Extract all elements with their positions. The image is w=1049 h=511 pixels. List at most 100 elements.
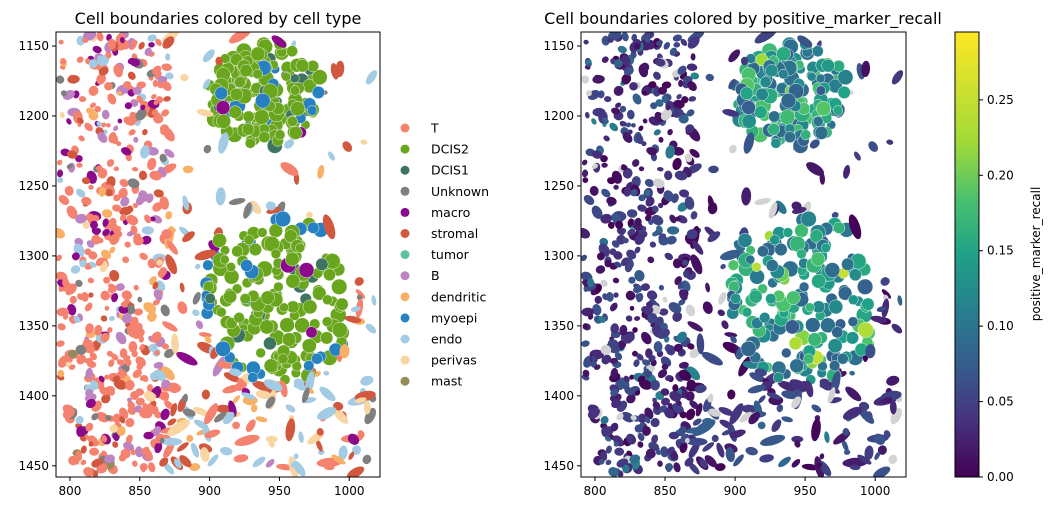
cell-macro [215,100,231,115]
x-tick-label: 900 [198,484,221,498]
cell-t [131,166,139,172]
cell-stromal [285,418,296,442]
cell-perivas [109,424,118,433]
cell-dcis2 [258,131,271,144]
cell-t [161,63,172,71]
cell-recall [643,305,654,314]
cell-recall [741,187,752,206]
x-tick-label: 950 [794,484,817,498]
cell-macro [75,155,83,163]
cell-dendritic [147,311,157,322]
cell-t [146,402,159,415]
cell-stromal [105,189,113,197]
cell-recall [728,78,737,90]
cell-endo [318,449,325,455]
colorbar-label: positive_marker_recall [1029,187,1043,322]
cell-t [101,434,108,443]
cell-recall [781,347,792,358]
cell-dcis2 [287,116,298,127]
colorbar-tick-label: 0.25 [987,93,1014,107]
cell-b [101,109,110,120]
cell-t [100,122,107,128]
cell-endo [140,145,150,159]
cell-recall [646,147,657,156]
cell-stromal [88,441,94,447]
cell-macro [91,228,100,235]
legend-marker [400,376,410,386]
cell-recall [678,79,684,87]
cell-b [75,213,87,224]
cell-perivas [265,435,278,443]
cell-recall [740,56,749,66]
cell-recall [759,76,772,88]
cell-endo [365,70,378,85]
cell-dcis2 [335,297,349,311]
cell-recall [660,388,670,396]
cell-stromal [76,117,84,124]
cell-t [204,429,221,439]
cell-recall [707,395,713,403]
cell-recall [645,37,651,44]
cell-recall [741,307,752,318]
cell-recall [604,436,612,442]
cell-recall [631,123,636,128]
cell-recall [814,126,829,140]
cell-stromal [100,315,108,322]
x-tick-label: 800 [584,484,607,498]
cell-t [78,96,87,103]
cell-t [103,276,111,284]
cell-b [82,32,97,41]
cell-t [87,277,95,284]
cell-endo [298,431,304,444]
cell-t [136,81,146,89]
cell-recall [821,58,835,73]
cell-t [110,133,119,145]
cell-myoepi [311,85,325,99]
cell-dcis1 [290,73,300,84]
cell-recall [664,252,673,261]
legend-label: T [430,121,439,136]
cell-stromal [179,455,192,468]
cell-recall [677,65,687,75]
legend-marker [400,355,410,365]
cell-recall [621,121,628,127]
cell-recall [679,411,687,419]
cell-recall [637,204,647,212]
cell-stromal [88,292,94,298]
cell-recall [789,358,804,373]
legend-label: mast [431,374,462,389]
cell-recall [886,375,900,386]
cell-recall [661,81,672,89]
cell-t [245,419,256,432]
cell-recall [664,407,675,419]
cell-t [56,340,65,347]
cell-recall [765,64,779,78]
cell-recall [845,386,862,402]
legend-marker [400,207,410,217]
cell-stromal [66,150,78,159]
legend-label: dendritic [431,289,486,304]
cell-t [96,411,110,423]
cell-recall [648,81,657,89]
cell-t [94,324,103,336]
cell-recall [765,259,779,272]
cell-stromal [152,281,159,290]
legend-label: DCIS1 [431,163,469,178]
cell-macro [92,45,102,54]
cell-t [89,102,97,108]
cell-macro [347,433,360,445]
cell-b [115,283,125,291]
cell-t [153,114,164,124]
cell-macro [271,35,287,48]
cell-recall [730,293,742,304]
cell-recall [665,374,673,382]
cell-macro [305,326,318,339]
cell-recall [874,451,881,460]
cell-recall [687,321,703,332]
cell-t [136,363,143,370]
cell-t [88,184,94,190]
cell-b [86,240,95,248]
cell-t [151,93,157,100]
cell-recall [702,301,713,314]
cell-macro [102,228,110,237]
